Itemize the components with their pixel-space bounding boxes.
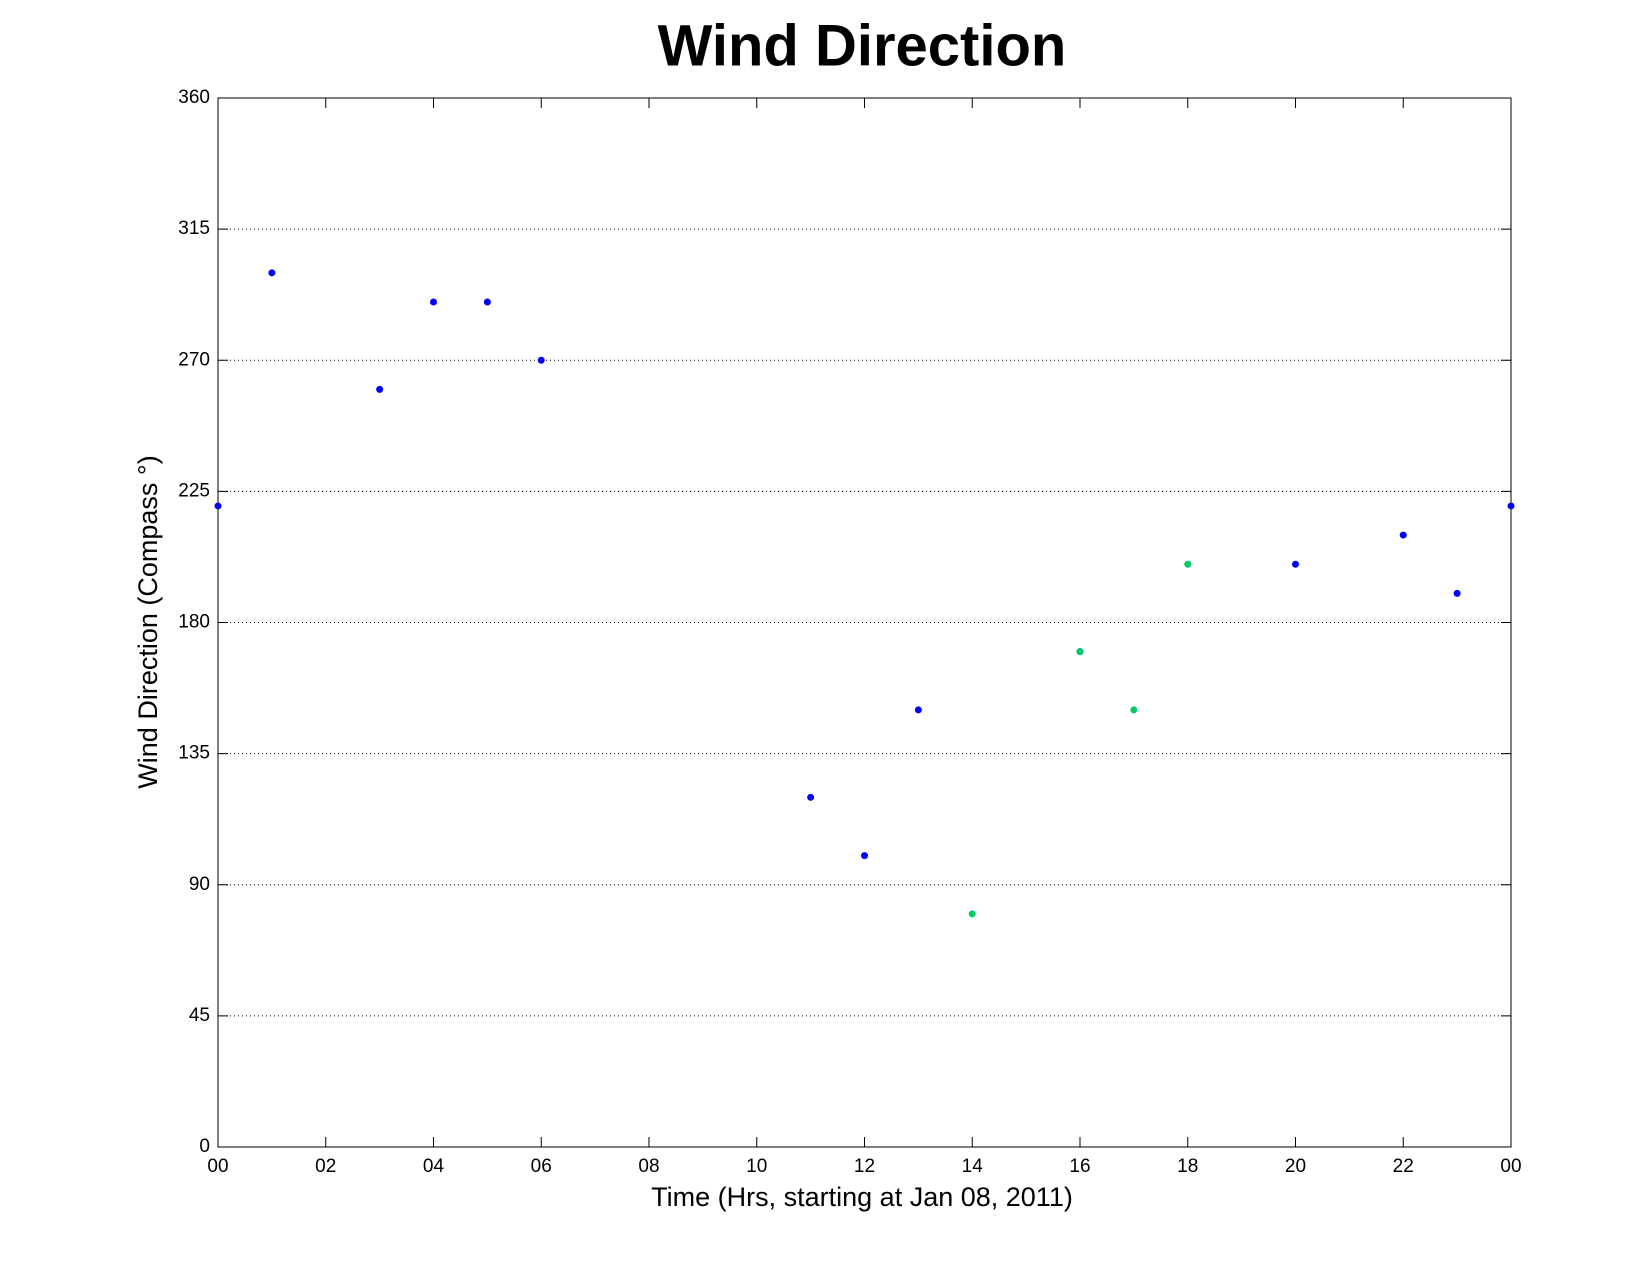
point bbox=[430, 298, 437, 306]
x-tick-label: 04 bbox=[423, 1156, 445, 1177]
point bbox=[807, 793, 815, 801]
point bbox=[268, 269, 276, 277]
x-axis-label: Time (Hrs, starting at Jan 08, 2011) bbox=[651, 1182, 1073, 1212]
x-tick-label: 16 bbox=[1069, 1156, 1090, 1177]
plot-frame bbox=[217, 97, 1512, 1148]
x-tick-label: 22 bbox=[1393, 1156, 1414, 1177]
point bbox=[483, 298, 491, 306]
point bbox=[861, 852, 868, 860]
x-tick-label: 18 bbox=[1177, 1156, 1198, 1177]
x-tick-label: 12 bbox=[854, 1156, 875, 1177]
point bbox=[1453, 589, 1461, 597]
x-tick-label: 02 bbox=[315, 1156, 336, 1177]
x-tick-label: 20 bbox=[1285, 1156, 1306, 1177]
point bbox=[1399, 531, 1407, 539]
x-tick-label: 00 bbox=[207, 1156, 228, 1177]
y-tick-label: 135 bbox=[178, 743, 210, 764]
x-tick-label: 14 bbox=[962, 1156, 984, 1177]
x-tick-label: 06 bbox=[531, 1156, 552, 1177]
chart-title: Wind Direction bbox=[658, 13, 1067, 78]
x-tick-label: 10 bbox=[746, 1156, 767, 1177]
point bbox=[968, 910, 976, 918]
point bbox=[537, 356, 545, 364]
point bbox=[1130, 706, 1138, 714]
y-tick-label: 0 bbox=[199, 1136, 210, 1157]
y-tick-label: 270 bbox=[178, 349, 210, 370]
y-axis-label: Wind Direction (Compass °) bbox=[133, 455, 163, 788]
y-tick-label: 225 bbox=[178, 480, 210, 501]
y-tick-label: 315 bbox=[178, 218, 210, 239]
y-tick-label: 45 bbox=[189, 1005, 210, 1026]
point bbox=[914, 706, 922, 714]
point bbox=[1292, 560, 1299, 568]
x-tick-label: 00 bbox=[1500, 1156, 1521, 1177]
point bbox=[1184, 560, 1192, 568]
point bbox=[1076, 648, 1084, 656]
y-tick-label: 180 bbox=[178, 612, 210, 633]
point bbox=[376, 385, 384, 393]
point bbox=[214, 502, 222, 510]
y-tick-label: 360 bbox=[178, 87, 210, 108]
y-tick-label: 90 bbox=[189, 874, 210, 895]
point bbox=[1507, 502, 1515, 510]
x-tick-label: 08 bbox=[638, 1156, 659, 1177]
